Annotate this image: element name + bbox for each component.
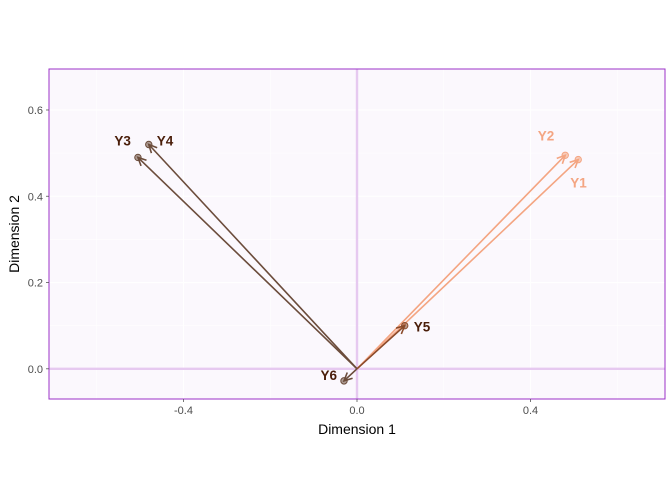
y-tick-label: 0.6 bbox=[28, 105, 43, 117]
point-label-y1: Y1 bbox=[570, 176, 587, 191]
point-marker bbox=[574, 155, 582, 164]
y-tick-label: 0.4 bbox=[28, 191, 43, 203]
point-label-y4: Y4 bbox=[157, 133, 174, 148]
arrow-y6 bbox=[340, 368, 358, 385]
point-marker bbox=[145, 140, 153, 149]
point-marker bbox=[340, 377, 348, 385]
x-axis-title: Dimension 1 bbox=[318, 421, 396, 437]
arrow-shaft bbox=[356, 154, 566, 370]
arrow-shaft bbox=[356, 159, 579, 370]
point-labels: Y1 Y2 Y3 Y4 Y5 Y6 bbox=[114, 128, 587, 383]
x-tick-label: 0.4 bbox=[523, 405, 538, 417]
arrow-y5 bbox=[356, 321, 409, 370]
y-tick-labels: 0.0 0.2 0.4 0.6 bbox=[28, 105, 49, 376]
arrow-shaft bbox=[148, 143, 358, 370]
point-marker bbox=[561, 151, 569, 159]
arrow-shaft bbox=[356, 325, 406, 370]
arrow-y2 bbox=[356, 151, 569, 370]
arrow-y1 bbox=[356, 155, 582, 370]
point-label-y3: Y3 bbox=[114, 133, 131, 148]
arrow-y4 bbox=[145, 140, 358, 370]
point-label-y2: Y2 bbox=[538, 128, 555, 143]
x-tick-labels: -0.4 0.0 0.4 bbox=[174, 399, 538, 417]
y-tick-label: 0.2 bbox=[28, 278, 43, 290]
point-label-y5: Y5 bbox=[414, 320, 431, 335]
x-tick-label: 0.0 bbox=[349, 405, 364, 417]
arrows bbox=[134, 140, 582, 385]
arrow-shaft bbox=[137, 156, 358, 370]
point-marker bbox=[401, 321, 409, 330]
y-tick-label: 0.0 bbox=[28, 364, 43, 376]
y-axis-title: Dimension 2 bbox=[6, 195, 22, 273]
point-label-y6: Y6 bbox=[320, 368, 337, 383]
arrow-y3 bbox=[134, 153, 358, 370]
x-tick-label: -0.4 bbox=[174, 405, 193, 417]
point-marker bbox=[134, 153, 142, 162]
